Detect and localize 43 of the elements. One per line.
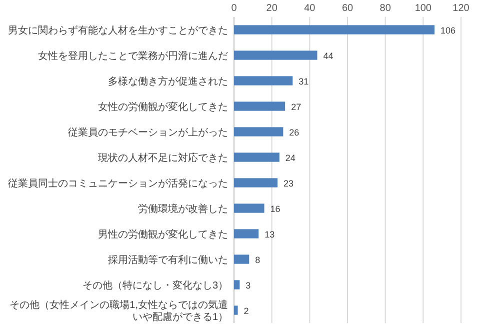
y-tick-label: 採用活動等で有利に働いた [108,254,228,266]
y-tick-label: 女性を登用したことで業務が円滑に進んだ [38,50,228,62]
x-tick-label: 20 [266,3,278,14]
data-label: 13 [264,229,275,240]
bar [234,50,318,60]
y-tick-label: 女性の労働観が変化してきた [98,100,228,113]
bar [234,127,284,136]
y-tick-label: その他（特になし・変化なし3） [82,279,228,292]
data-label: 24 [285,152,296,163]
y-tick-label: その他（女性メインの職場1,女性ならではの気遣いや配慮ができる1） [10,298,228,323]
y-tick-label: 現状の人材不足に対応できた [98,152,228,164]
data-label: 3 [246,280,251,290]
data-label: 23 [284,178,294,188]
bar [234,204,264,213]
bar [234,280,240,290]
x-tick-label: 100 [414,3,432,14]
bar [234,76,293,86]
x-tick-label: 0 [231,3,238,14]
data-label: 27 [291,102,302,112]
data-label: 2 [244,306,249,316]
data-label: 8 [255,254,260,265]
bar [234,102,286,111]
bar [234,306,238,315]
bar [234,25,435,34]
data-label: 106 [440,25,456,36]
bar [234,152,280,162]
y-tick-label: 男女に関わらず有能な人材を生かすことができた [8,24,228,36]
data-label: 16 [270,204,280,214]
bar [234,254,250,264]
data-label: 26 [289,127,300,138]
bar [234,229,259,238]
x-tick-label: 60 [342,3,354,14]
x-tick-label: 120 [452,3,470,14]
data-label: 44 [323,50,334,61]
bar [234,178,278,188]
data-label: 31 [298,76,309,86]
x-tick-label: 80 [380,3,392,14]
x-tick-label: 40 [304,3,316,14]
y-tick-label: 男性の労働観が変化してきた [98,228,228,240]
y-tick-label: 従業員のモチベーションが上がった [68,126,228,138]
y-tick-label: 労働環境が改善した [138,202,228,215]
y-tick-label: 多様な働き方が促進された [108,75,228,88]
y-tick-label: 従業員同士のコミュニケーションが活発になった [8,177,228,190]
